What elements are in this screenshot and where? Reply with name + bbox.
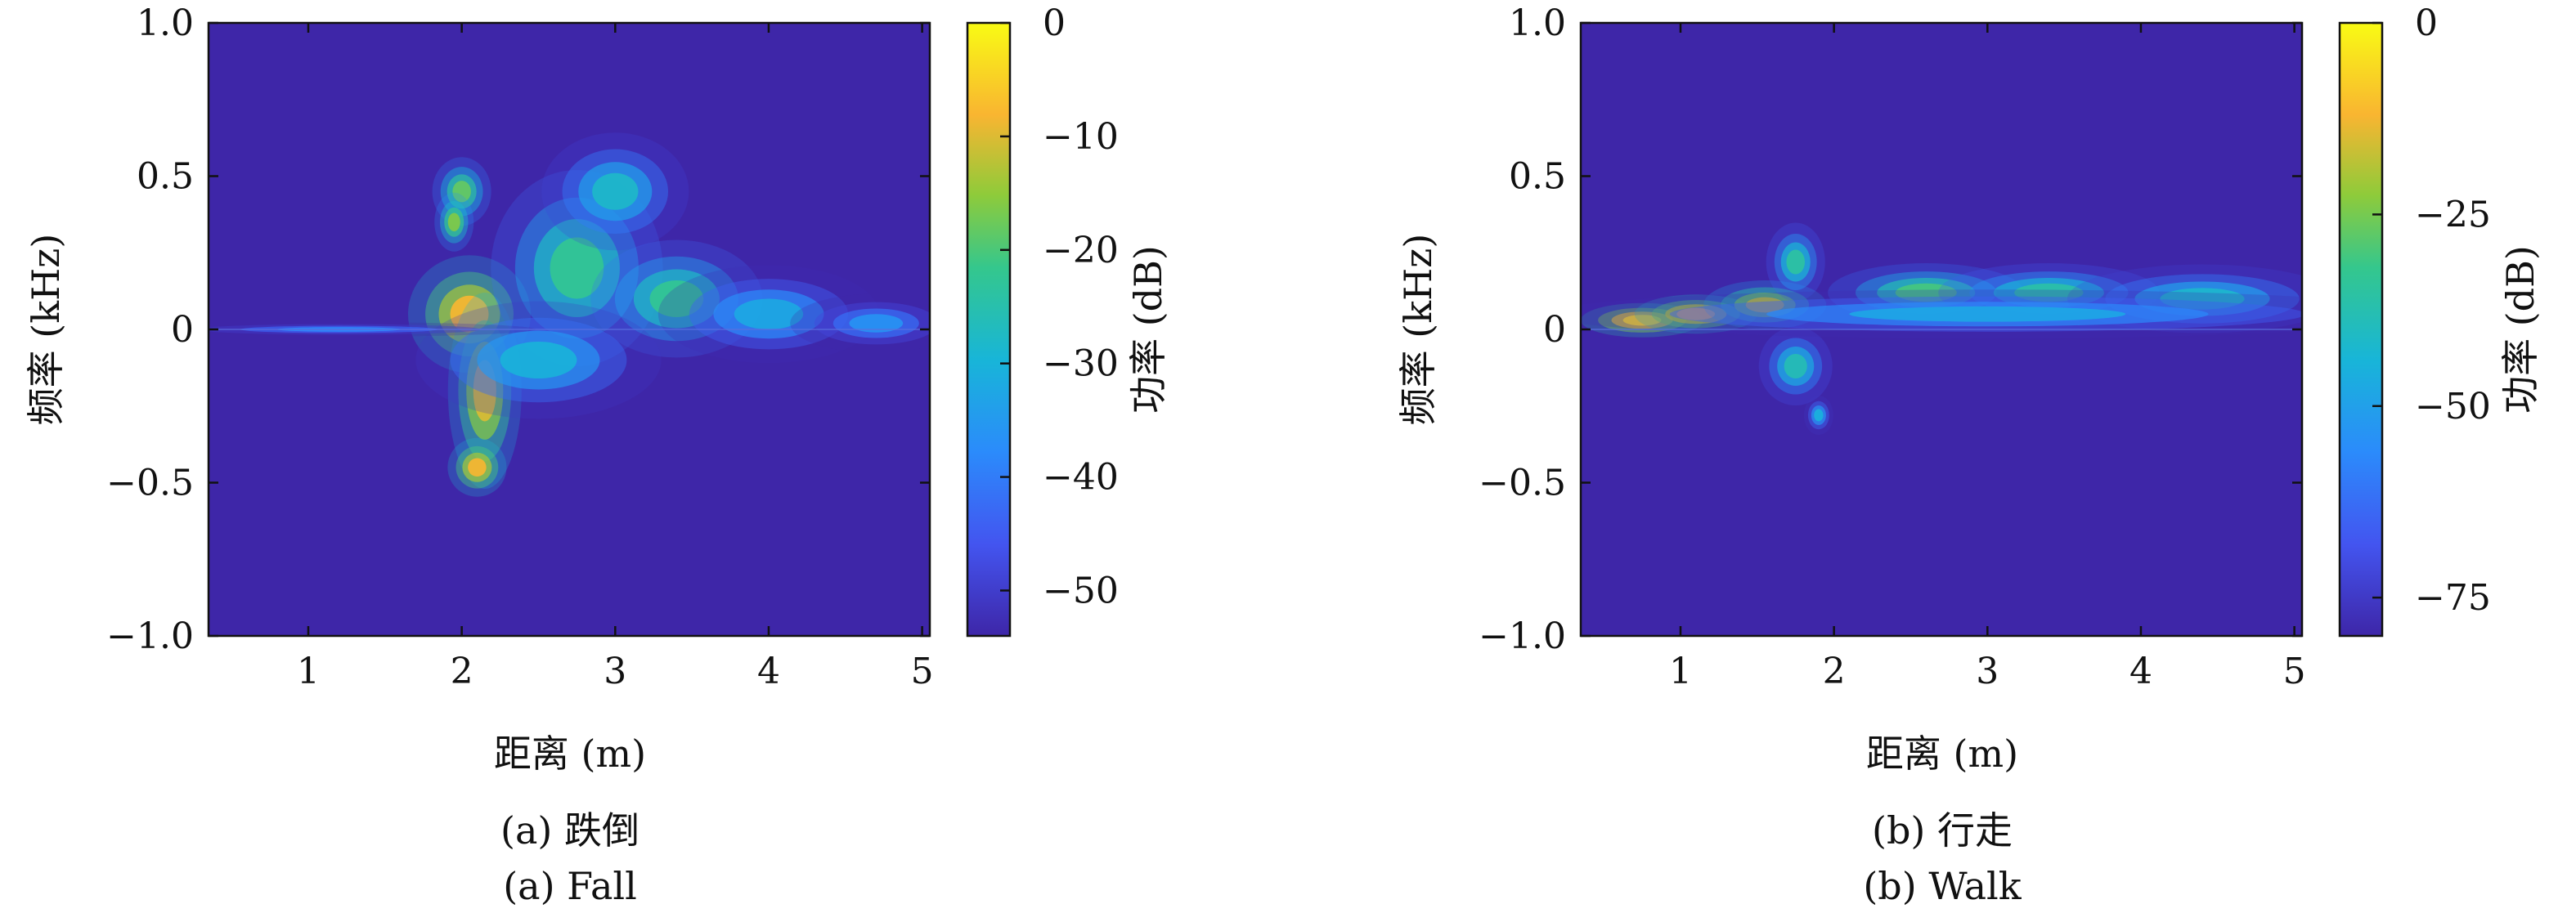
x-axis-label: 距离 (m)	[1866, 732, 2018, 776]
x-tick-label: 2	[1823, 651, 1846, 692]
colorbar-tick-label: −10	[1043, 116, 1119, 158]
y-tick-label: 0	[1543, 309, 1566, 351]
colorbar-tick-label: 0	[2415, 2, 2438, 44]
panel-label-en: (b) Walk	[1863, 864, 2022, 908]
heatmap-blob	[1849, 306, 2126, 322]
colorbar-tick-label: −30	[1043, 343, 1119, 385]
heatmap-blob	[500, 342, 577, 378]
x-tick-label: 1	[1669, 651, 1692, 692]
heatmap-blob	[2160, 288, 2245, 310]
x-tick-label: 3	[1976, 651, 1999, 692]
y-tick-label: 0.5	[137, 156, 194, 198]
heatmap-blob	[592, 172, 639, 210]
y-tick-label: 1.0	[1509, 2, 1566, 44]
x-tick-label: 3	[604, 651, 626, 692]
colorbar-ticks: 0 −10 −20 −30 −40 −50	[1000, 2, 1119, 611]
y-tick-label: 1.0	[137, 2, 194, 44]
x-tick-label: 1	[297, 651, 320, 692]
panel-walk: 1 2 3 4 5 −1.0 −0.5 0 0.5 1.0 频率 (kHz) 距离 (m) (b)…	[1396, 2, 2542, 908]
colorbar-ticks: 0 −25 −50 −75	[2372, 2, 2491, 619]
colorbar-label: 功率 (dB)	[1126, 245, 1170, 414]
colorbar-tick-label: −50	[1043, 570, 1119, 611]
heatmap-blob	[452, 181, 471, 203]
colorbar-label: 功率 (dB)	[2498, 245, 2542, 414]
heatmap-blob	[649, 280, 704, 317]
panel-fall: 1 2 3 4 5 −1.0 −0.5 0 0.5 1.0 频率 (kHz) 距离 (m) (a)…	[24, 2, 1170, 908]
heatmap-blob	[1745, 297, 1784, 313]
heatmap-blob	[468, 458, 487, 477]
axis-ticks: 1 2 3 4 5 −1.0 −0.5 0 0.5 1.0	[1479, 2, 2305, 692]
x-tick-label: 5	[911, 651, 934, 692]
colorbar-tick-label: −50	[2415, 386, 2491, 427]
heatmap-blob	[1676, 307, 1716, 320]
colorbar	[2338, 21, 2384, 638]
x-tick-label: 4	[2129, 651, 2152, 692]
heatmap-blob	[2014, 283, 2084, 302]
heatmap-blob	[1814, 409, 1824, 422]
heatmap-blob	[447, 213, 460, 231]
colorbar	[966, 21, 1012, 638]
y-tick-label: −1.0	[106, 615, 194, 657]
axis-ticks: 1 2 3 4 5 −1.0 −0.5 0 0.5 1.0	[106, 2, 933, 692]
x-tick-label: 5	[2283, 651, 2306, 692]
heatmap-blob	[550, 237, 604, 299]
x-tick-label: 4	[757, 651, 780, 692]
colorbar-tick-label: −40	[1043, 457, 1119, 499]
heatmap-blob	[1786, 249, 1805, 275]
panel-label-zh: (a) 跌倒	[500, 808, 640, 853]
panel-label-en: (a) Fall	[503, 864, 637, 908]
y-tick-label: 0	[171, 309, 194, 351]
y-axis-label: 频率 (kHz)	[1396, 234, 1440, 426]
y-tick-label: −1.0	[1479, 615, 1566, 657]
y-tick-label: −0.5	[106, 463, 194, 504]
heatmap-blob	[1895, 283, 1957, 302]
heatmap-blob	[1622, 315, 1662, 326]
x-tick-label: 2	[451, 651, 473, 692]
heatmap-blob	[450, 295, 489, 333]
heatmap-blob	[1784, 354, 1807, 378]
colorbar-tick-label: −75	[2415, 577, 2491, 619]
panel-label-zh: (b) 行走	[1872, 808, 2013, 853]
colorbar-tick-label: −25	[2415, 194, 2491, 235]
colorbar-tick-label: 0	[1043, 2, 1066, 44]
heatmap-fall	[209, 23, 930, 636]
y-tick-label: −0.5	[1479, 463, 1566, 504]
x-axis-label: 距离 (m)	[494, 732, 646, 776]
heatmap-walk	[1581, 23, 2302, 636]
heatmap-cells	[1581, 222, 2302, 435]
y-axis-label: 频率 (kHz)	[24, 234, 68, 426]
y-tick-label: 0.5	[1509, 156, 1566, 198]
heatmap-blob	[849, 314, 904, 333]
heatmap-cells	[209, 132, 930, 497]
heatmap-blob	[734, 298, 804, 329]
colorbar-tick-label: −20	[1043, 230, 1119, 271]
